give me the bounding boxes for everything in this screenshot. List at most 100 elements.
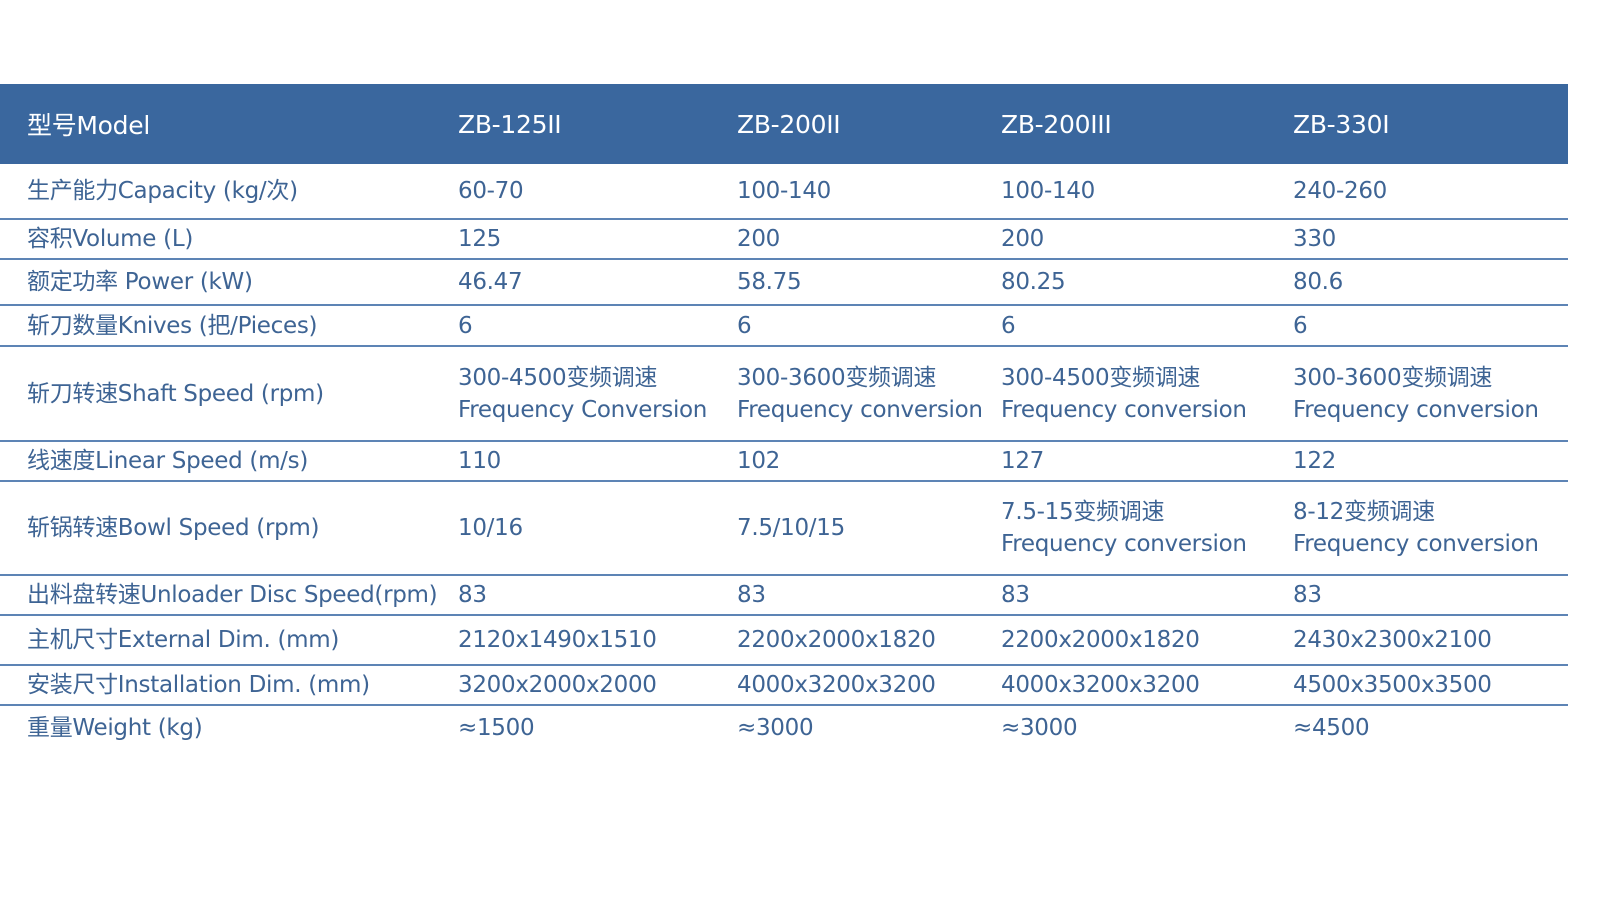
cell-text: 300-3600变频调速 <box>737 364 937 391</box>
table-row: 主机尺寸External Dim. (mm) 2120x1490x1510 2200… <box>0 615 1568 665</box>
table-cell: 8-12变频调速 Frequency conversion <box>1293 481 1568 575</box>
spec-table: 型号Model ZB-125II ZB-200II ZB-200III ZB-330I … <box>0 84 1568 750</box>
cell-text: 200 <box>1001 226 1044 252</box>
table-row: 安装尺寸Installation Dim. (mm) 3200x2000x2000… <box>0 665 1568 705</box>
cell-text: 2120x1490x1510 <box>458 627 657 653</box>
cell-text: 2430x2300x2100 <box>1293 627 1492 653</box>
cell-text: 83 <box>1001 582 1030 608</box>
cell-text: 127 <box>1001 448 1044 474</box>
cell-text: 4500x3500x3500 <box>1293 672 1492 698</box>
table-cell: 2200x2000x1820 <box>737 615 1001 665</box>
cell-text: 100-140 <box>1001 178 1095 204</box>
table-cell: 83 <box>737 575 1001 615</box>
row-label: 主机尺寸External Dim. (mm) <box>27 627 340 653</box>
cell-text: 102 <box>737 448 780 474</box>
header-model-3: ZB-200III <box>1001 109 1112 139</box>
cell-text: 300-4500变频调速 <box>458 364 658 391</box>
cell-text: 4000x3200x3200 <box>737 672 936 698</box>
cell-text: Frequency conversion <box>1001 531 1247 557</box>
table-cell: ≈3000 <box>737 705 1001 750</box>
table-cell: 300-4500变频调速 Frequency conversion <box>1001 346 1293 441</box>
cell-text: 100-140 <box>737 178 831 204</box>
table-cell: 80.25 <box>1001 259 1293 305</box>
row-label: 斩锅转速Bowl Speed (rpm) <box>27 515 320 541</box>
row-label: 安装尺寸Installation Dim. (mm) <box>27 672 370 698</box>
table-cell: ≈4500 <box>1293 705 1568 750</box>
table-cell: 102 <box>737 441 1001 481</box>
table-cell: 83 <box>458 575 737 615</box>
table-cell: 4000x3200x3200 <box>737 665 1001 705</box>
cell-text: 110 <box>458 448 501 474</box>
cell-text: 125 <box>458 226 501 252</box>
table-row: 斩锅转速Bowl Speed (rpm) 10/16 7.5/10/15 7.5-15… <box>0 481 1568 575</box>
cell-text: ≈4500 <box>1293 715 1370 741</box>
cell-text: 80.6 <box>1293 269 1344 295</box>
cell-text: 83 <box>737 582 766 608</box>
header-model-4: ZB-330I <box>1293 109 1390 139</box>
table-cell: ≈1500 <box>458 705 737 750</box>
cell-text: 240-260 <box>1293 178 1387 204</box>
cell-text: 83 <box>458 582 487 608</box>
table-cell: 3200x2000x2000 <box>458 665 737 705</box>
cell-text: 8-12变频调速 <box>1293 499 1435 525</box>
cell-text: 83 <box>1293 582 1322 608</box>
table-cell: 127 <box>1001 441 1293 481</box>
header-model-1: ZB-125II <box>458 109 562 139</box>
cell-text: ≈3000 <box>1001 715 1078 741</box>
row-label: 额定功率 Power (kW) <box>27 269 253 295</box>
table-cell: 300-4500变频调速 Frequency Conversion <box>458 346 737 441</box>
table-cell: 6 <box>737 305 1001 346</box>
table-cell: 300-3600变频调速 Frequency conversion <box>737 346 1001 441</box>
header-model-label: 型号Model <box>27 111 150 140</box>
cell-text: 6 <box>1001 312 1016 339</box>
cell-text: 10/16 <box>458 515 523 541</box>
cell-text: 46.47 <box>458 269 523 295</box>
cell-text: ≈1500 <box>458 715 535 741</box>
cell-text: Frequency conversion <box>1293 531 1539 557</box>
row-label: 斩刀数量Knives (把/Pieces) <box>27 312 318 339</box>
cell-text: 200 <box>737 226 780 252</box>
table-cell: 100-140 <box>1001 164 1293 219</box>
table-cell: 7.5-15变频调速 Frequency conversion <box>1001 481 1293 575</box>
cell-text: 2200x2000x1820 <box>1001 627 1200 653</box>
table-cell: 6 <box>1001 305 1293 346</box>
table-cell: 330 <box>1293 219 1568 259</box>
table-row: 额定功率 Power (kW) 46.47 58.75 80.25 80.6 <box>0 259 1568 305</box>
cell-text: 80.25 <box>1001 269 1066 295</box>
header-row: 型号Model ZB-125II ZB-200II ZB-200III ZB-330I <box>0 84 1568 164</box>
table-row: 容积Volume (L) 125 200 200 330 <box>0 219 1568 259</box>
table-cell: 2200x2000x1820 <box>1001 615 1293 665</box>
table-row: 斩刀数量Knives (把/Pieces) 6 6 6 6 <box>0 305 1568 346</box>
table-cell: 110 <box>458 441 737 481</box>
cell-text: 6 <box>1293 312 1308 339</box>
table-cell: 100-140 <box>737 164 1001 219</box>
table-row: 线速度Linear Speed (m/s) 110 102 127 122 <box>0 441 1568 481</box>
table-cell: 60-70 <box>458 164 737 219</box>
cell-text: 300-3600变频调速 <box>1293 364 1493 391</box>
table-cell: 125 <box>458 219 737 259</box>
table-cell: 4500x3500x3500 <box>1293 665 1568 705</box>
table-cell: 122 <box>1293 441 1568 481</box>
table-cell: 240-260 <box>1293 164 1568 219</box>
table-cell: 10/16 <box>458 481 737 575</box>
table-row: 生产能力Capacity (kg/次) 60-70 100-140 100-140 24… <box>0 164 1568 219</box>
row-label: 出料盘转速Unloader Disc Speed(rpm) <box>27 582 438 608</box>
cell-text: Frequency conversion <box>737 396 983 423</box>
row-label: 容积Volume (L) <box>27 226 194 252</box>
cell-text: 3200x2000x2000 <box>458 672 657 698</box>
table-cell: 200 <box>737 219 1001 259</box>
cell-text: 330 <box>1293 226 1336 252</box>
cell-text: 300-4500变频调速 <box>1001 364 1201 391</box>
table-cell: ≈3000 <box>1001 705 1293 750</box>
cell-text: 7.5/10/15 <box>737 515 845 541</box>
cell-text: Frequency conversion <box>1001 396 1247 423</box>
table-cell: 6 <box>458 305 737 346</box>
cell-text: 60-70 <box>458 178 524 204</box>
table-cell: 7.5/10/15 <box>737 481 1001 575</box>
cell-text: ≈3000 <box>737 715 814 741</box>
cell-text: 4000x3200x3200 <box>1001 672 1200 698</box>
table-cell: 58.75 <box>737 259 1001 305</box>
row-label: 线速度Linear Speed (m/s) <box>27 448 308 474</box>
table-cell: 4000x3200x3200 <box>1001 665 1293 705</box>
row-label: 重量Weight (kg) <box>27 715 203 741</box>
